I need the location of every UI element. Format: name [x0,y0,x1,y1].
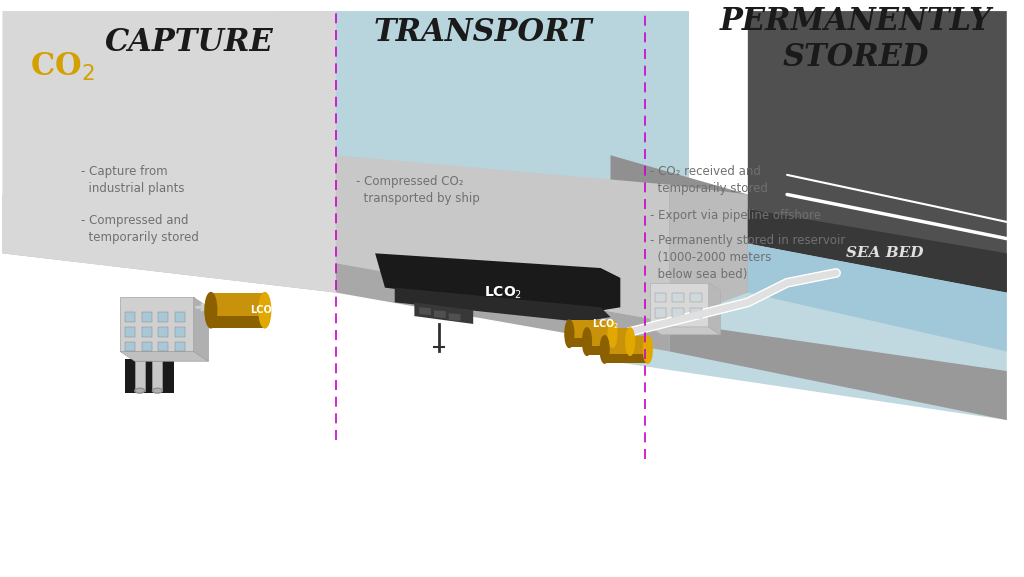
Polygon shape [670,185,748,322]
Text: CO$_2$: CO$_2$ [30,51,94,83]
Polygon shape [211,293,265,328]
Polygon shape [153,361,162,391]
Polygon shape [125,359,174,392]
Polygon shape [434,310,445,318]
Polygon shape [604,336,648,363]
Polygon shape [125,327,135,337]
Text: - Compressed CO₂
  transported by ship: - Compressed CO₂ transported by ship [355,175,479,205]
Polygon shape [650,283,709,327]
Polygon shape [449,313,461,321]
Polygon shape [2,194,336,293]
Text: SEA BED: SEA BED [847,246,924,260]
Polygon shape [419,308,431,315]
Polygon shape [211,316,265,328]
Polygon shape [604,354,648,363]
Polygon shape [120,351,209,361]
Polygon shape [175,327,185,337]
Text: TRANSPORT: TRANSPORT [374,17,593,48]
Polygon shape [394,288,610,322]
Polygon shape [569,320,612,347]
Polygon shape [690,293,701,302]
Polygon shape [670,322,1007,420]
Polygon shape [610,234,1007,420]
Polygon shape [748,209,1007,293]
Polygon shape [748,243,1007,351]
Polygon shape [336,155,670,322]
Text: CAPTURE: CAPTURE [104,27,273,58]
Ellipse shape [259,293,270,328]
Polygon shape [587,328,630,355]
Text: LCO$_2$: LCO$_2$ [592,317,620,331]
Polygon shape [709,283,720,335]
Polygon shape [748,11,1007,293]
Polygon shape [673,293,684,302]
Polygon shape [159,327,168,337]
Polygon shape [654,293,667,302]
Text: PERMANENTLY
STORED: PERMANENTLY STORED [720,6,991,73]
Polygon shape [175,312,185,322]
Polygon shape [159,342,168,351]
Polygon shape [375,253,621,312]
Polygon shape [141,342,152,351]
Ellipse shape [643,336,652,363]
Polygon shape [194,298,209,361]
Polygon shape [175,342,185,351]
Polygon shape [587,346,630,355]
Ellipse shape [565,320,573,347]
Text: - Export via pipeline offshore: - Export via pipeline offshore [650,209,821,222]
Polygon shape [135,361,144,391]
Text: - Permanently stored in reservoir
  (1000-2000 meters
  below sea bed): - Permanently stored in reservoir (1000-… [650,234,845,281]
Ellipse shape [205,293,217,328]
Polygon shape [569,338,612,347]
Polygon shape [654,308,667,318]
Polygon shape [415,302,473,324]
Text: - Compressed and
  temporarily stored: - Compressed and temporarily stored [81,214,199,244]
Text: - Capture from
  industrial plants: - Capture from industrial plants [81,165,184,195]
Text: - CO₂ received and
  temporarily stored: - CO₂ received and temporarily stored [650,165,768,195]
Polygon shape [690,308,701,318]
Polygon shape [2,11,336,293]
Polygon shape [673,308,684,318]
Polygon shape [141,312,152,322]
Ellipse shape [135,388,144,393]
Ellipse shape [153,388,162,393]
Ellipse shape [608,320,616,347]
Polygon shape [125,312,135,322]
Ellipse shape [583,328,592,355]
Text: LCO₂: LCO₂ [250,305,275,315]
Polygon shape [650,327,720,335]
Polygon shape [125,342,135,351]
Polygon shape [278,11,689,342]
Text: LCO$_2$: LCO$_2$ [483,284,522,301]
Polygon shape [610,155,748,293]
Ellipse shape [626,328,635,355]
Polygon shape [159,312,168,322]
Ellipse shape [600,336,609,363]
Polygon shape [141,327,152,337]
Polygon shape [336,263,670,351]
Polygon shape [120,298,194,351]
